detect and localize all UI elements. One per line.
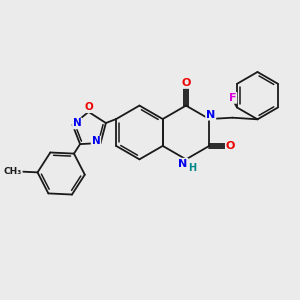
Text: N: N — [206, 110, 215, 120]
Text: N: N — [178, 159, 188, 169]
Text: O: O — [181, 78, 191, 88]
Text: N: N — [92, 136, 100, 146]
Text: N: N — [73, 118, 82, 128]
Text: O: O — [84, 102, 93, 112]
Text: F: F — [229, 93, 236, 103]
Text: O: O — [226, 141, 235, 151]
Text: H: H — [188, 163, 196, 172]
Text: CH₃: CH₃ — [4, 167, 22, 176]
